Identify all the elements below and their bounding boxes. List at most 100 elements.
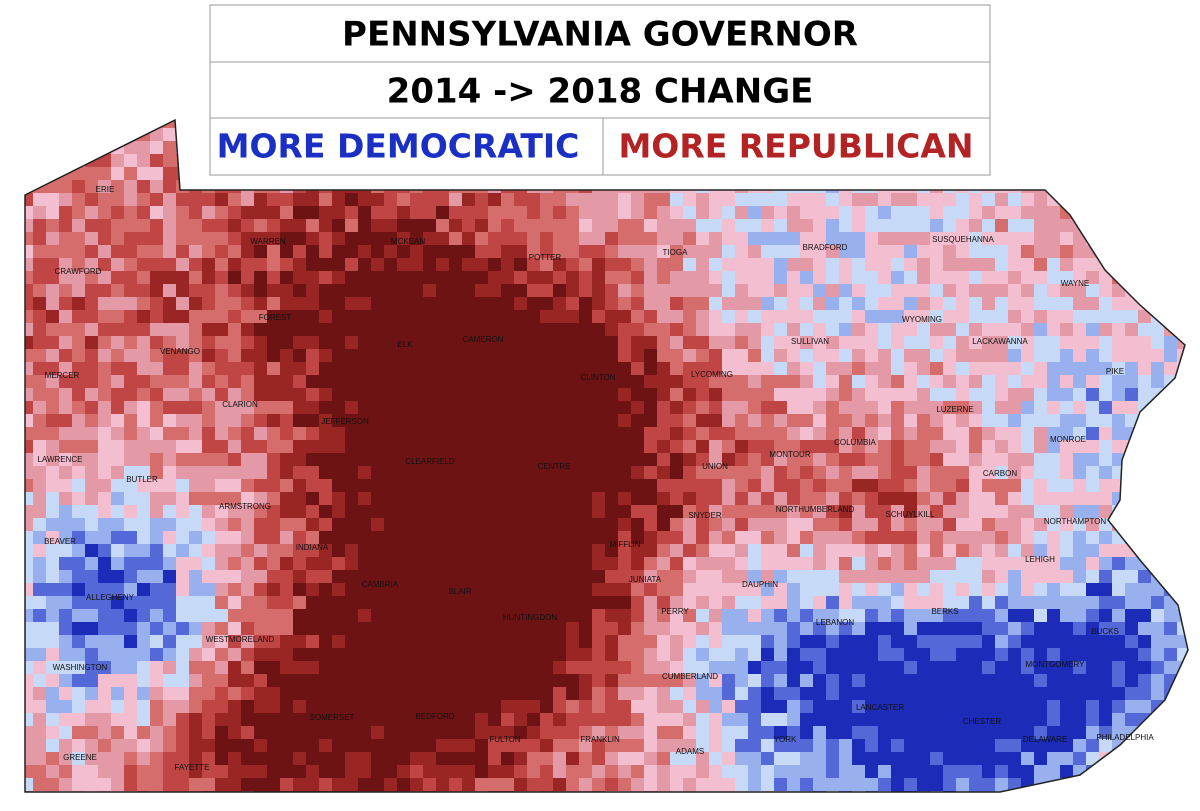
precinct	[1021, 661, 1035, 675]
precinct	[956, 791, 970, 792]
precinct	[852, 739, 866, 753]
county-label: UNION	[702, 462, 728, 471]
precinct	[189, 700, 203, 714]
precinct	[1190, 544, 1200, 558]
precinct	[397, 271, 411, 285]
precinct	[306, 401, 320, 415]
precinct	[1099, 154, 1113, 168]
precinct	[553, 713, 567, 727]
precinct	[644, 518, 658, 532]
precinct	[644, 752, 658, 766]
precinct	[839, 414, 853, 428]
precinct	[592, 739, 606, 753]
precinct	[1047, 674, 1061, 688]
precinct	[267, 401, 281, 415]
precinct	[150, 388, 164, 402]
precinct	[852, 193, 866, 207]
precinct	[501, 557, 515, 571]
precinct	[1164, 232, 1178, 246]
precinct	[1060, 531, 1074, 545]
precinct	[865, 791, 879, 792]
precinct	[371, 193, 385, 207]
precinct	[319, 258, 333, 272]
precinct	[670, 791, 684, 792]
precinct	[839, 180, 853, 194]
precinct	[397, 466, 411, 480]
precinct	[631, 297, 645, 311]
precinct	[124, 557, 138, 571]
precinct	[553, 349, 567, 363]
precinct	[527, 297, 541, 311]
precinct	[215, 479, 229, 493]
precinct	[787, 674, 801, 688]
precinct	[59, 414, 73, 428]
precinct	[397, 687, 411, 701]
precinct	[124, 765, 138, 779]
precinct	[1177, 726, 1188, 740]
precinct	[943, 258, 957, 272]
precinct	[904, 544, 918, 558]
precinct	[475, 791, 489, 792]
precinct	[774, 219, 788, 233]
precinct	[748, 427, 762, 441]
precinct	[436, 622, 450, 636]
precinct	[306, 635, 320, 649]
precinct	[410, 791, 424, 792]
precinct	[852, 661, 866, 675]
precinct	[1099, 375, 1113, 389]
precinct	[527, 193, 541, 207]
county-label: CENTRE	[538, 462, 571, 471]
precinct	[241, 232, 255, 246]
precinct	[995, 297, 1009, 311]
precinct	[670, 388, 684, 402]
precinct	[1112, 180, 1126, 194]
precinct	[384, 713, 398, 727]
precinct	[241, 297, 255, 311]
precinct	[696, 375, 710, 389]
precinct	[1073, 648, 1087, 662]
precinct	[722, 518, 736, 532]
precinct	[33, 232, 47, 246]
precinct	[1112, 414, 1126, 428]
precinct	[904, 362, 918, 376]
precinct	[696, 232, 710, 246]
precinct	[722, 219, 736, 233]
precinct	[1138, 622, 1152, 636]
precinct	[1138, 284, 1152, 298]
precinct	[1190, 635, 1200, 649]
precinct	[124, 791, 138, 792]
precinct	[1151, 531, 1165, 545]
precinct	[735, 193, 749, 207]
precinct	[72, 609, 86, 623]
precinct	[436, 297, 450, 311]
precinct	[1047, 648, 1061, 662]
precinct	[59, 206, 73, 220]
precinct	[930, 440, 944, 454]
precinct	[25, 791, 34, 792]
precinct	[462, 765, 476, 779]
precinct	[1164, 120, 1178, 129]
precinct	[709, 635, 723, 649]
precinct	[111, 349, 125, 363]
precinct	[566, 583, 580, 597]
precinct	[748, 297, 762, 311]
precinct	[1021, 687, 1035, 701]
precinct	[787, 453, 801, 467]
precinct	[345, 518, 359, 532]
precinct	[1086, 557, 1100, 571]
precinct	[1112, 557, 1126, 571]
precinct	[59, 765, 73, 779]
precinct	[631, 414, 645, 428]
precinct	[436, 609, 450, 623]
precinct	[1008, 310, 1022, 324]
precinct	[1112, 544, 1126, 558]
precinct	[59, 180, 73, 194]
precinct	[358, 284, 372, 298]
precinct	[631, 531, 645, 545]
precinct	[748, 648, 762, 662]
precinct	[202, 375, 216, 389]
precinct	[891, 271, 905, 285]
precinct	[98, 479, 112, 493]
precinct	[449, 752, 463, 766]
precinct	[280, 791, 294, 792]
